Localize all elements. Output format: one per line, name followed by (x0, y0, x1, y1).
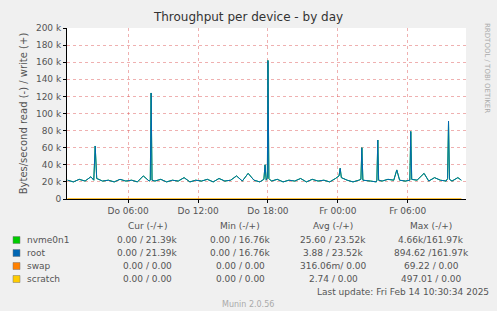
svg-text:0.00 / 16.76k: 0.00 / 16.76k (210, 235, 271, 245)
svg-text:3.88 / 23.52k: 3.88 / 23.52k (303, 248, 364, 258)
svg-text:nvme0n1: nvme0n1 (27, 235, 70, 245)
svg-text:Do 12:00: Do 12:00 (177, 206, 219, 216)
svg-text:160 k: 160 k (36, 57, 62, 67)
svg-text:scratch: scratch (27, 274, 60, 284)
svg-text:Min (-/+): Min (-/+) (220, 221, 260, 231)
svg-text:40 k: 40 k (42, 160, 62, 170)
svg-text:Do 06:00: Do 06:00 (108, 206, 150, 216)
svg-text:20 k: 20 k (42, 177, 62, 187)
svg-text:0: 0 (55, 194, 61, 204)
svg-text:Munin 2.0.56: Munin 2.0.56 (222, 300, 274, 309)
svg-text:100 k: 100 k (36, 109, 62, 119)
svg-text:Fr 06:00: Fr 06:00 (389, 206, 426, 216)
svg-text:0.00 / 16.76k: 0.00 / 16.76k (210, 248, 271, 258)
svg-text:0.00 / 0.00: 0.00 / 0.00 (123, 274, 172, 284)
svg-text:4.66k/161.97k: 4.66k/161.97k (398, 235, 464, 245)
svg-text:Fr 00:00: Fr 00:00 (319, 206, 356, 216)
svg-text:root: root (27, 248, 46, 258)
svg-text:497.01 / 0.00: 497.01 / 0.00 (401, 274, 462, 284)
svg-text:140 k: 140 k (36, 74, 62, 84)
svg-text:RRDTOOL / TOBI OETIKER: RRDTOOL / TOBI OETIKER (483, 23, 491, 113)
svg-text:69.22 / 0.00: 69.22 / 0.00 (404, 261, 459, 271)
svg-text:Avg (-/+): Avg (-/+) (313, 221, 353, 231)
svg-text:0.00 / 0.00: 0.00 / 0.00 (216, 274, 265, 284)
svg-text:0.00 / 0.00: 0.00 / 0.00 (216, 261, 265, 271)
svg-text:120 k: 120 k (36, 92, 62, 102)
svg-text:2.74 / 0.00: 2.74 / 0.00 (309, 274, 358, 284)
svg-text:Max (-/+): Max (-/+) (410, 221, 452, 231)
svg-text:80 k: 80 k (42, 126, 62, 136)
svg-text:Throughput per device - by day: Throughput per device - by day (153, 10, 343, 24)
svg-text:894.62 /161.97k: 894.62 /161.97k (394, 248, 469, 258)
svg-text:0.00 / 0.00: 0.00 / 0.00 (123, 261, 172, 271)
svg-text:Do 18:00: Do 18:00 (247, 206, 289, 216)
svg-text:200 k: 200 k (36, 23, 62, 33)
svg-text:Bytes/second read (-) / write: Bytes/second read (-) / write (+) (18, 33, 29, 195)
svg-text:180 k: 180 k (36, 40, 62, 50)
svg-text:316.06m/ 0.00: 316.06m/ 0.00 (300, 261, 366, 271)
svg-text:0.00 / 21.39k: 0.00 / 21.39k (117, 235, 178, 245)
svg-text:swap: swap (27, 261, 51, 271)
svg-text:25.60 / 23.52k: 25.60 / 23.52k (300, 235, 366, 245)
svg-text:0.00 / 21.39k: 0.00 / 21.39k (117, 248, 178, 258)
svg-text:Cur (-/+): Cur (-/+) (128, 221, 167, 231)
svg-text:60 k: 60 k (42, 143, 62, 153)
svg-text:Last update: Fri Feb 14 10:30:: Last update: Fri Feb 14 10:30:34 2025 (317, 287, 489, 297)
